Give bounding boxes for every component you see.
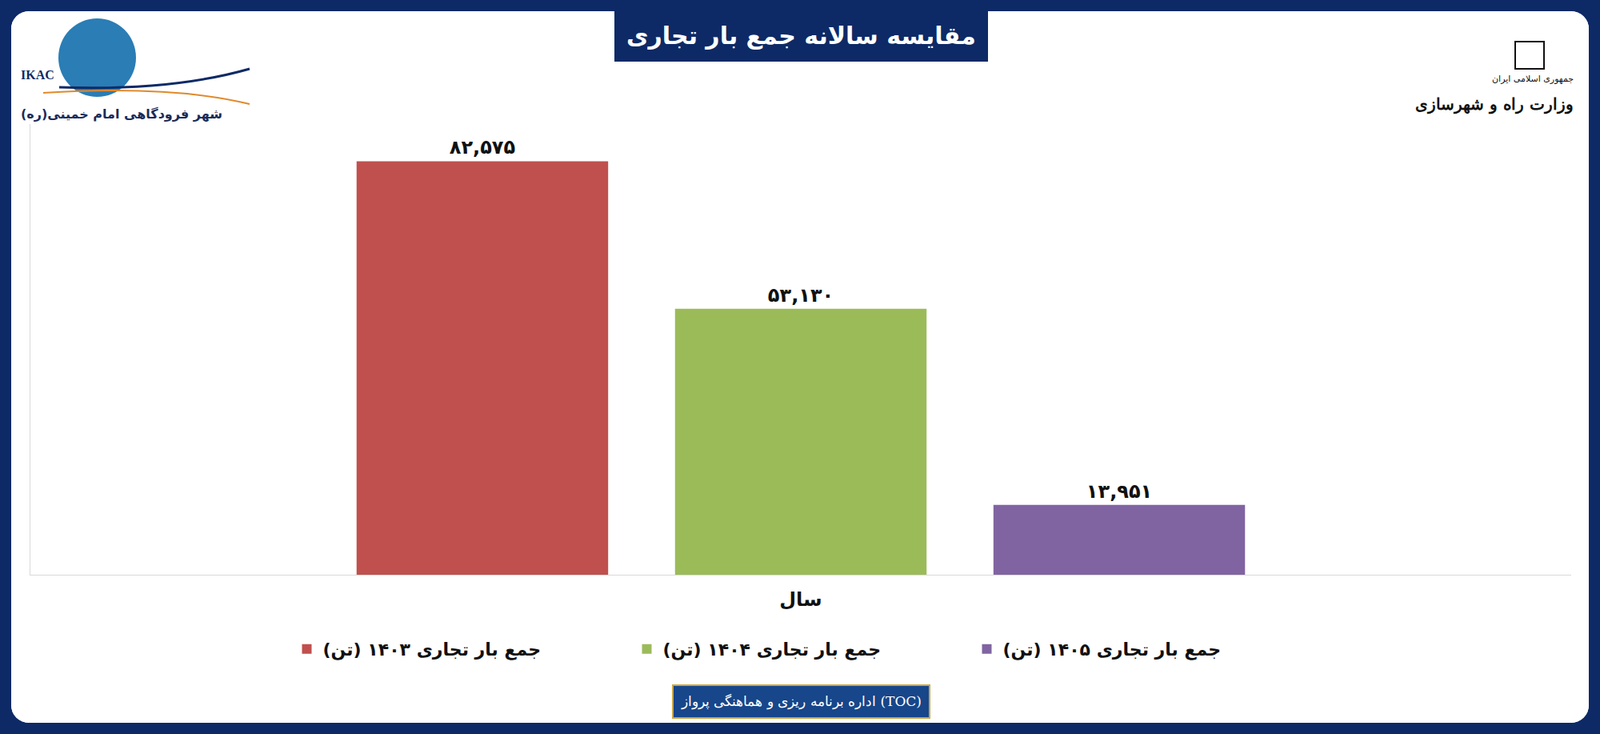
svg-text:جمع بار تجاری ۱۴۰۴ (تن): جمع بار تجاری ۱۴۰۴ (تن) — [663, 639, 882, 660]
svg-text:سال: سال — [779, 588, 822, 611]
svg-text:IKAC: IKAC — [20, 68, 55, 82]
svg-text:۱۳,۹۵۱: ۱۳,۹۵۱ — [1086, 480, 1152, 503]
svg-text:شهر فرودگاهی امام خمینی(ره): شهر فرودگاهی امام خمینی(ره) — [20, 106, 223, 122]
svg-text:وزارت راه و شهرسازی: وزارت راه و شهرسازی — [1415, 94, 1574, 115]
svg-text:۵۳,۱۳۰: ۵۳,۱۳۰ — [768, 284, 834, 307]
svg-text:۸۲,۵۷۵: ۸۲,۵۷۵ — [449, 136, 516, 159]
svg-text:مقایسه سالانه جمع بار تجاری: مقایسه سالانه جمع بار تجاری — [626, 21, 976, 50]
svg-text:جمع بار تجاری ۱۴۰۵ (تن): جمع بار تجاری ۱۴۰۵ (تن) — [1003, 639, 1222, 660]
svg-text:جمع بار تجاری ۱۴۰۳ (تن): جمع بار تجاری ۱۴۰۳ (تن) — [323, 639, 542, 660]
svg-text:اداره برنامه ریزی و هماهنگی پر: اداره برنامه ریزی و هماهنگی پرواز (TOC) — [680, 692, 922, 710]
svg-text:جمهوری اسلامی ایران: جمهوری اسلامی ایران — [1492, 73, 1574, 84]
